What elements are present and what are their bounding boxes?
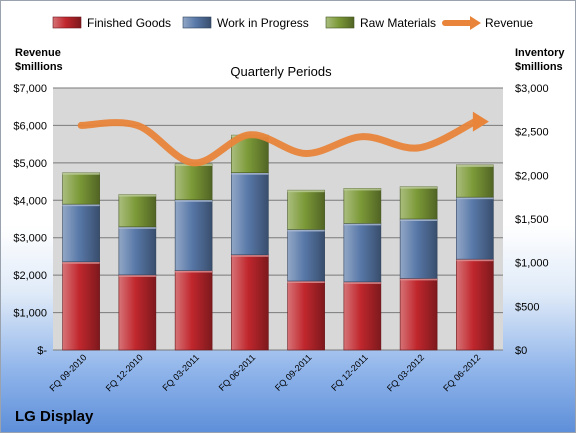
bar-segment-highlight	[456, 197, 494, 200]
bar-segment	[118, 226, 157, 276]
category-label: FQ 03-2011	[160, 352, 201, 393]
bar-segment	[287, 189, 325, 230]
category-label: FQ 12-2011	[329, 352, 370, 393]
bar-segment	[174, 163, 213, 201]
bar-segment-highlight	[62, 261, 100, 264]
left-tick-label: $-	[37, 345, 47, 357]
bar-segment-highlight	[287, 281, 325, 284]
left-tick-label: $5,000	[13, 158, 47, 170]
bar-segment	[118, 274, 157, 351]
left-axis-label-line2: $millions	[15, 61, 63, 73]
category-label: FQ 12-2010	[104, 352, 145, 393]
right-tick-label: $2,500	[515, 127, 549, 139]
bar-segment-highlight	[343, 188, 381, 191]
bar-segment	[231, 254, 269, 351]
left-tick-label: $1,000	[13, 308, 47, 320]
bar-segment	[343, 281, 382, 351]
bar-segment-highlight	[175, 199, 213, 202]
bar-segment-highlight	[231, 254, 269, 257]
legend-swatch	[325, 16, 355, 29]
company-name: LG Display	[15, 408, 94, 425]
left-axis-label-line1: Revenue	[15, 47, 61, 59]
bar-segment	[343, 188, 382, 224]
right-axis-label-line1: Inventory	[515, 47, 565, 59]
right-axis-label-line2: $millions	[515, 61, 563, 73]
bar-segment-highlight	[343, 281, 381, 284]
bar-segment	[456, 196, 494, 260]
right-tick-label: $500	[515, 301, 539, 313]
bar-segment-highlight	[287, 190, 325, 193]
bar-segment	[287, 229, 325, 282]
bar-segment-highlight	[400, 219, 438, 221]
bar-segment-highlight	[175, 270, 213, 273]
bar-segment	[399, 186, 438, 220]
bar-segment-highlight	[400, 186, 438, 189]
right-tick-label: $3,000	[515, 83, 549, 95]
bar-segment-highlight	[343, 223, 381, 226]
bar-segment-highlight	[400, 278, 438, 281]
category-label: FQ 09-2011	[273, 352, 314, 393]
bar-segment-highlight	[62, 204, 100, 207]
category-label: FQ 06-2012	[441, 352, 482, 393]
left-tick-label: $2,000	[13, 270, 47, 282]
legend-label: Revenue	[485, 16, 533, 30]
bar-segment	[231, 172, 269, 256]
legend-label: Work in Progress	[217, 16, 309, 30]
legend-swatch	[182, 16, 212, 29]
bar-segment	[287, 280, 325, 351]
right-tick-label: $1,000	[515, 258, 549, 270]
category-label: FQ 09-2010	[48, 352, 89, 393]
left-tick-label: $7,000	[13, 83, 47, 95]
bar-segment-highlight	[118, 274, 156, 277]
legend-label: Raw Materials	[360, 16, 436, 30]
left-tick-label: $3,000	[13, 233, 47, 245]
bar-segment	[62, 261, 100, 351]
bar-segment-highlight	[456, 164, 494, 167]
bar-segment	[118, 194, 157, 228]
bar-segment	[174, 270, 213, 351]
bar-segment	[343, 223, 382, 283]
chart-title: Quarterly Periods	[230, 64, 332, 79]
bar-segment	[399, 218, 438, 279]
category-label: FQ 03-2012	[385, 352, 426, 393]
legend-label: Finished Goods	[87, 16, 171, 30]
bar-segment-highlight	[118, 226, 156, 229]
bar-segment	[399, 278, 438, 351]
category-label: FQ 06-2011	[217, 352, 258, 393]
right-tick-label: $0	[515, 345, 527, 357]
right-tick-label: $1,500	[515, 214, 549, 226]
revenue-line-arrowhead	[472, 111, 489, 132]
right-tick-label: $2,000	[515, 170, 549, 182]
legend-swatch	[52, 16, 82, 29]
legend-swatch-arrow	[470, 16, 481, 30]
bar-segment-highlight	[287, 229, 325, 232]
bar-segment-highlight	[231, 172, 269, 175]
plot-area: $- $1,000 $2,000 $3,000 $4,000 $5,000 $6,000 $7…	[13, 83, 548, 393]
bar-segment	[456, 164, 494, 198]
left-tick-label: $6,000	[13, 120, 47, 132]
left-tick-label: $4,000	[13, 195, 47, 207]
revenue-line	[77, 118, 479, 167]
bar-segment-highlight	[118, 194, 156, 197]
bar-segment-highlight	[456, 259, 494, 262]
bar-segment	[456, 258, 494, 351]
bar-segment-highlight	[62, 172, 100, 175]
bar-segment	[62, 203, 100, 263]
bar-segment	[62, 172, 100, 205]
bar-segment	[174, 199, 213, 271]
legend: Finished Goods Work in Progress Raw Materi…	[52, 16, 533, 30]
